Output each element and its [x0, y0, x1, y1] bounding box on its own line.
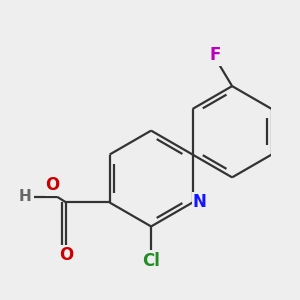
- Bar: [136, 250, 166, 271]
- Text: H: H: [19, 189, 31, 204]
- Bar: [192, 192, 207, 213]
- Text: O: O: [59, 246, 74, 264]
- Text: Cl: Cl: [142, 252, 160, 270]
- Text: N: N: [193, 194, 206, 211]
- Text: O: O: [45, 176, 60, 194]
- Bar: [45, 175, 60, 196]
- Bar: [18, 187, 33, 207]
- Bar: [298, 144, 300, 165]
- Text: F: F: [209, 46, 221, 64]
- Bar: [208, 45, 222, 66]
- Bar: [59, 245, 74, 265]
